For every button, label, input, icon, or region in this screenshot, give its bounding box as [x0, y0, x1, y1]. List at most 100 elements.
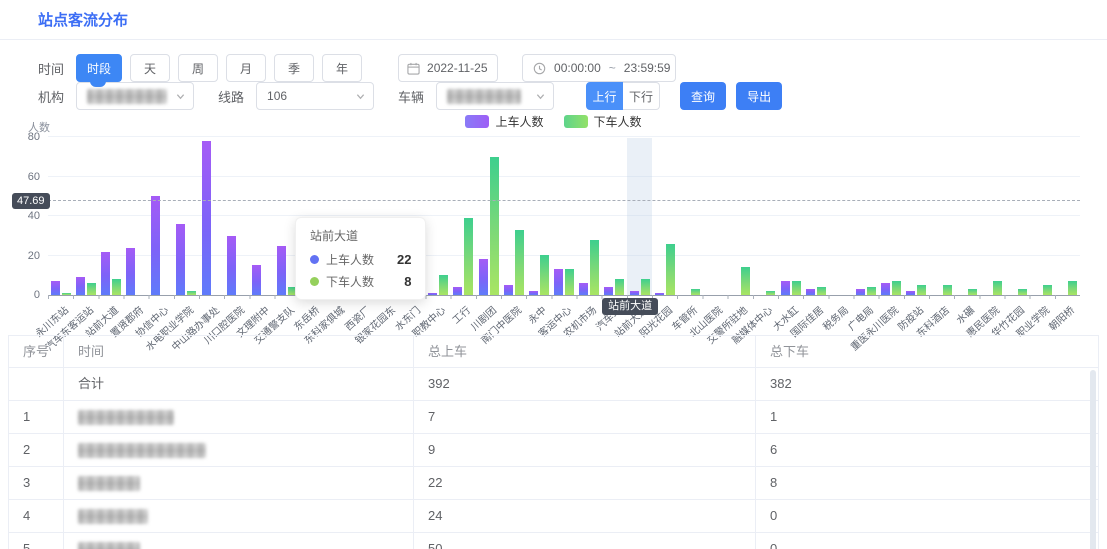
station-group[interactable]: 中山路办事处 [170, 138, 224, 353]
bar-boarding[interactable] [277, 246, 287, 295]
bar-boarding[interactable] [856, 289, 866, 295]
bar-alighting[interactable] [1068, 281, 1078, 295]
vehicle-select[interactable] [436, 82, 555, 110]
station-group[interactable]: 永中 [526, 138, 551, 327]
bar-boarding[interactable] [151, 196, 161, 295]
bar-alighting[interactable] [565, 269, 575, 295]
bar-boarding[interactable] [428, 293, 438, 295]
station-group[interactable]: 协信中心 [134, 138, 174, 340]
bar-alighting[interactable] [439, 275, 449, 295]
bar-alighting[interactable] [766, 291, 776, 295]
time-mode-季[interactable]: 季 [274, 54, 315, 82]
bar-boarding[interactable] [579, 283, 589, 295]
station-group[interactable]: 站前大道 站前大道 [602, 138, 659, 340]
station-group[interactable]: 站前大道 [84, 138, 123, 340]
bar-boarding[interactable] [805, 289, 815, 295]
station-group[interactable]: 职教中心 [411, 138, 451, 340]
time-mode-月[interactable]: 月 [226, 54, 267, 82]
date-picker[interactable]: 2022-11-25 [398, 54, 499, 82]
station-group[interactable]: 税务局 [821, 138, 853, 333]
bar-alighting[interactable] [917, 285, 927, 295]
bar-alighting[interactable] [741, 267, 751, 295]
bar-boarding[interactable] [478, 259, 488, 295]
bar-boarding[interactable] [654, 293, 664, 295]
station-group[interactable]: 农机市场 [562, 138, 602, 340]
station-group[interactable]: 华竹花园 [990, 138, 1030, 340]
org-select[interactable] [76, 82, 195, 110]
station-group[interactable]: 文理附中 [235, 138, 274, 340]
bar-alighting[interactable] [867, 287, 877, 295]
bar-alighting[interactable] [539, 255, 549, 295]
station-group[interactable]: 大水缸 [771, 138, 803, 333]
bar-boarding[interactable] [226, 236, 236, 295]
bar-alighting[interactable] [640, 279, 650, 295]
query-button[interactable]: 查询 [680, 82, 727, 110]
station-group[interactable]: 汽车东客运站 [44, 138, 98, 353]
station-group[interactable]: 水碾 [954, 138, 979, 327]
legend-item-alighting[interactable]: 下车人数 [563, 113, 642, 130]
time-mode-年[interactable]: 年 [322, 54, 363, 82]
bar-alighting[interactable] [514, 230, 524, 295]
bar-alighting[interactable] [690, 289, 700, 295]
station-group[interactable]: 汽车站 [595, 138, 627, 333]
station-group[interactable]: 融媒体中心 [731, 138, 778, 347]
bar-boarding[interactable] [604, 287, 614, 295]
station-group[interactable]: 川剧团 [469, 138, 501, 333]
time-range-picker[interactable]: 00:00:00 ~ 23:59:59 [522, 54, 677, 82]
bar-boarding[interactable] [503, 285, 513, 295]
bar-alighting[interactable] [86, 283, 96, 295]
bar-alighting[interactable] [665, 244, 675, 295]
station-group[interactable]: 置贤郡府 [109, 138, 149, 340]
bar-alighting[interactable] [111, 279, 121, 295]
bar-boarding[interactable] [75, 277, 85, 295]
bar-alighting[interactable] [816, 287, 826, 295]
bar-boarding[interactable] [629, 291, 639, 295]
time-mode-周[interactable]: 周 [178, 54, 219, 82]
station-group[interactable]: 车管所 [670, 138, 702, 333]
bar-alighting[interactable] [1043, 285, 1053, 295]
station-group[interactable]: 东科酒店 [915, 138, 954, 340]
station-group[interactable]: 朝阳桥 [1048, 138, 1080, 333]
direction-down-button[interactable]: 下行 [623, 82, 661, 110]
scrollbar-thumb[interactable] [1090, 370, 1096, 549]
station-group[interactable]: 川口腔医院 [202, 138, 249, 347]
bar-alighting[interactable] [489, 157, 499, 295]
station-group[interactable]: 交警所驻地 [706, 138, 753, 347]
bar-boarding[interactable] [906, 291, 916, 295]
bar-alighting[interactable] [464, 218, 474, 295]
legend-item-boarding[interactable]: 上车人数 [465, 113, 544, 130]
bar-boarding[interactable] [780, 281, 790, 295]
bar-alighting[interactable] [892, 281, 902, 295]
station-group[interactable]: 南门中医院 [479, 138, 526, 347]
bar-boarding[interactable] [201, 141, 211, 295]
bar-boarding[interactable] [251, 265, 261, 295]
bar-alighting[interactable] [288, 287, 298, 295]
station-group[interactable]: 国际佳居 [789, 138, 828, 340]
bar-alighting[interactable] [1018, 289, 1028, 295]
station-group[interactable]: 重医永川医院 [849, 138, 904, 353]
bar-alighting[interactable] [967, 289, 977, 295]
bar-alighting[interactable] [590, 240, 600, 295]
bar-boarding[interactable] [881, 283, 891, 295]
station-group[interactable]: 阳光花园 [638, 138, 677, 340]
export-button[interactable]: 导出 [736, 82, 783, 110]
bar-boarding[interactable] [100, 252, 110, 295]
time-mode-天[interactable]: 天 [130, 54, 171, 82]
bar-alighting[interactable] [791, 281, 801, 295]
bar-boarding[interactable] [126, 248, 136, 295]
station-group[interactable]: 交通警支队 [253, 138, 300, 347]
station-group[interactable]: 水电职业学院 [145, 138, 199, 353]
table-scrollbar[interactable] [1090, 370, 1096, 549]
station-group[interactable]: 工行 [451, 138, 476, 327]
bar-alighting[interactable] [992, 281, 1002, 295]
bar-boarding[interactable] [50, 281, 60, 295]
direction-up-button[interactable]: 上行 [586, 82, 624, 110]
bar-alighting[interactable] [187, 291, 197, 295]
time-mode-时段[interactable]: 时段 [76, 54, 123, 82]
station-group[interactable]: 职业学院 [1015, 138, 1055, 340]
bar-alighting[interactable] [61, 293, 71, 295]
station-group[interactable]: 客运中心 [537, 138, 576, 340]
station-group[interactable]: 北山医院 [688, 138, 727, 340]
bar-boarding[interactable] [554, 269, 564, 295]
station-group[interactable]: 永川东站 [34, 138, 73, 340]
